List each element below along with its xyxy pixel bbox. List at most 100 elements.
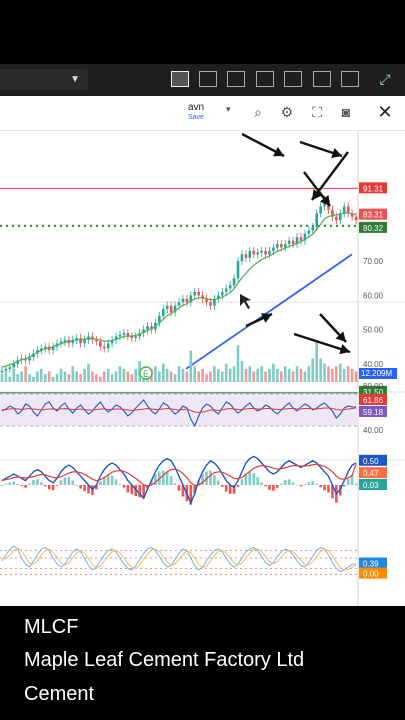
candle-body <box>122 333 126 335</box>
macd-histogram-bar <box>150 480 153 485</box>
candle-body <box>244 254 248 258</box>
expand-icon[interactable]: ⤢ <box>379 71 391 87</box>
six-grid-layout-icon[interactable] <box>341 71 359 87</box>
macd-histogram-bar <box>244 473 248 485</box>
chevron-down-icon[interactable]: ▾ <box>226 104 231 114</box>
volume-bar <box>40 368 43 382</box>
price-tick: 40.00 <box>363 360 384 369</box>
three-column-layout-icon[interactable] <box>284 71 302 87</box>
macd-histogram-bar <box>323 485 326 491</box>
candle-body <box>299 237 303 241</box>
volume-bar <box>185 371 189 382</box>
four-grid-layout-icon[interactable] <box>313 71 331 87</box>
candle-body <box>291 240 295 245</box>
two-column-layout-icon[interactable] <box>199 71 217 87</box>
candle-body <box>338 213 342 221</box>
macd-histogram-bar <box>138 485 141 498</box>
ticker-symbol: MLCF <box>24 616 79 638</box>
candle-body <box>311 227 315 231</box>
single-layout-icon[interactable] <box>171 71 189 87</box>
candle-body <box>114 336 118 340</box>
volume-bar <box>311 358 315 382</box>
candle-body <box>138 333 141 337</box>
two-row-layout-icon[interactable] <box>227 71 245 87</box>
candle-body <box>307 230 311 234</box>
volume-bar <box>130 374 134 382</box>
candle-body <box>252 250 256 255</box>
symbol-dropdown[interactable]: ▼ <box>0 69 88 90</box>
volume-bar <box>43 374 47 382</box>
candle-body <box>99 341 102 347</box>
candle-body <box>158 315 161 323</box>
company-name: Maple Leaf Cement Factory Ltd <box>24 649 305 671</box>
volume-bar <box>95 374 98 382</box>
fullscreen-icon[interactable]: ⛶ <box>312 104 322 120</box>
volume-bar <box>154 366 157 382</box>
candle-body <box>173 305 177 313</box>
candle-body <box>71 339 75 344</box>
save-label[interactable]: Save <box>188 114 204 121</box>
zoom-icon[interactable]: ⌕ <box>254 104 262 120</box>
annotation-arrow-shaft <box>293 332 351 354</box>
candle-body <box>106 343 110 349</box>
candle-body <box>264 250 267 255</box>
macd-histogram-bar <box>173 483 177 485</box>
volume-bar <box>256 368 259 382</box>
annotation-arrow-head <box>273 146 284 157</box>
macd-histogram-bar <box>319 485 322 488</box>
macd-histogram-bar <box>279 483 283 485</box>
macd-signal-label: 0.47 <box>363 469 379 478</box>
macd-histogram-bar <box>189 485 193 505</box>
volume-bar <box>114 371 118 382</box>
annotation-arrow-head <box>339 344 350 355</box>
stoch-k-line <box>1 545 357 573</box>
mouse-cursor-icon <box>240 294 251 309</box>
annotation-arrow-head <box>331 147 342 158</box>
candle-body <box>177 302 181 306</box>
earnings-marker-circle <box>139 366 153 380</box>
volume-bar <box>287 368 291 382</box>
macd-histogram-bar <box>126 485 130 493</box>
candle-body <box>134 336 138 339</box>
three-row-layout-icon[interactable] <box>256 71 274 87</box>
candle-body <box>201 295 204 299</box>
chart-svg[interactable]: E 91.31 83.31 80.32 70.00 60.00 50.00 40.00 31.… <box>0 130 405 606</box>
candle-body <box>169 305 173 313</box>
candle-body <box>161 309 165 316</box>
candle-body <box>279 244 283 248</box>
price-label-last: 83.31 <box>363 211 384 220</box>
volume-bar <box>217 368 220 382</box>
macd-histogram-bar <box>28 483 31 485</box>
macd-histogram-bar <box>350 474 354 485</box>
candle-body <box>350 213 354 217</box>
candle-body <box>4 368 8 371</box>
layout-name[interactable]: avn <box>188 102 205 113</box>
volume-bar <box>291 371 295 382</box>
macd-histogram-bar <box>220 485 224 487</box>
candle-body <box>83 339 86 344</box>
candle-body <box>209 302 212 306</box>
volume-bar <box>8 376 12 382</box>
close-icon[interactable]: ✕ <box>377 102 393 122</box>
camera-icon[interactable]: ◙ <box>341 104 351 120</box>
macd-histogram-bar <box>40 482 43 485</box>
volume-bar <box>299 368 303 382</box>
candle-body <box>165 305 169 310</box>
volume-bar <box>99 376 102 382</box>
macd-histogram-bar <box>59 480 63 485</box>
macd-histogram-bar <box>291 482 295 485</box>
volume-bar <box>24 366 27 382</box>
macd-histogram-bar <box>311 481 315 485</box>
macd-histogram-bar <box>161 470 165 485</box>
candle-body <box>217 295 220 299</box>
volume-bar <box>197 371 200 382</box>
macd-histogram-bar <box>283 480 287 485</box>
macd-histogram-bar <box>67 477 71 485</box>
candle-body <box>16 360 20 364</box>
rsi-tick: 80.00 <box>363 382 384 391</box>
stoch-k-label: 0.39 <box>363 560 379 569</box>
gear-icon[interactable]: ⚙ <box>280 104 294 120</box>
candle-body <box>130 336 134 339</box>
chart-area[interactable] <box>0 96 405 606</box>
stoch-k-label-bg <box>359 557 387 569</box>
